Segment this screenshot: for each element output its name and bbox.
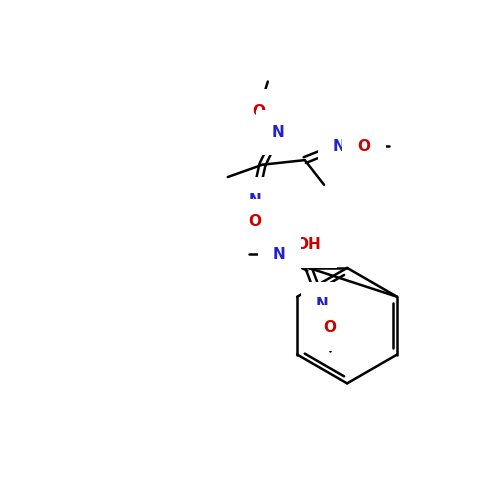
- Text: N: N: [316, 298, 329, 312]
- Text: N: N: [272, 125, 284, 140]
- Text: OH: OH: [296, 238, 322, 252]
- Text: N: N: [333, 138, 346, 154]
- Text: N: N: [248, 192, 261, 208]
- Text: O: O: [324, 320, 336, 336]
- Text: O: O: [252, 104, 265, 119]
- Text: O: O: [248, 214, 261, 229]
- Text: N: N: [273, 246, 285, 262]
- Text: O: O: [358, 138, 370, 154]
